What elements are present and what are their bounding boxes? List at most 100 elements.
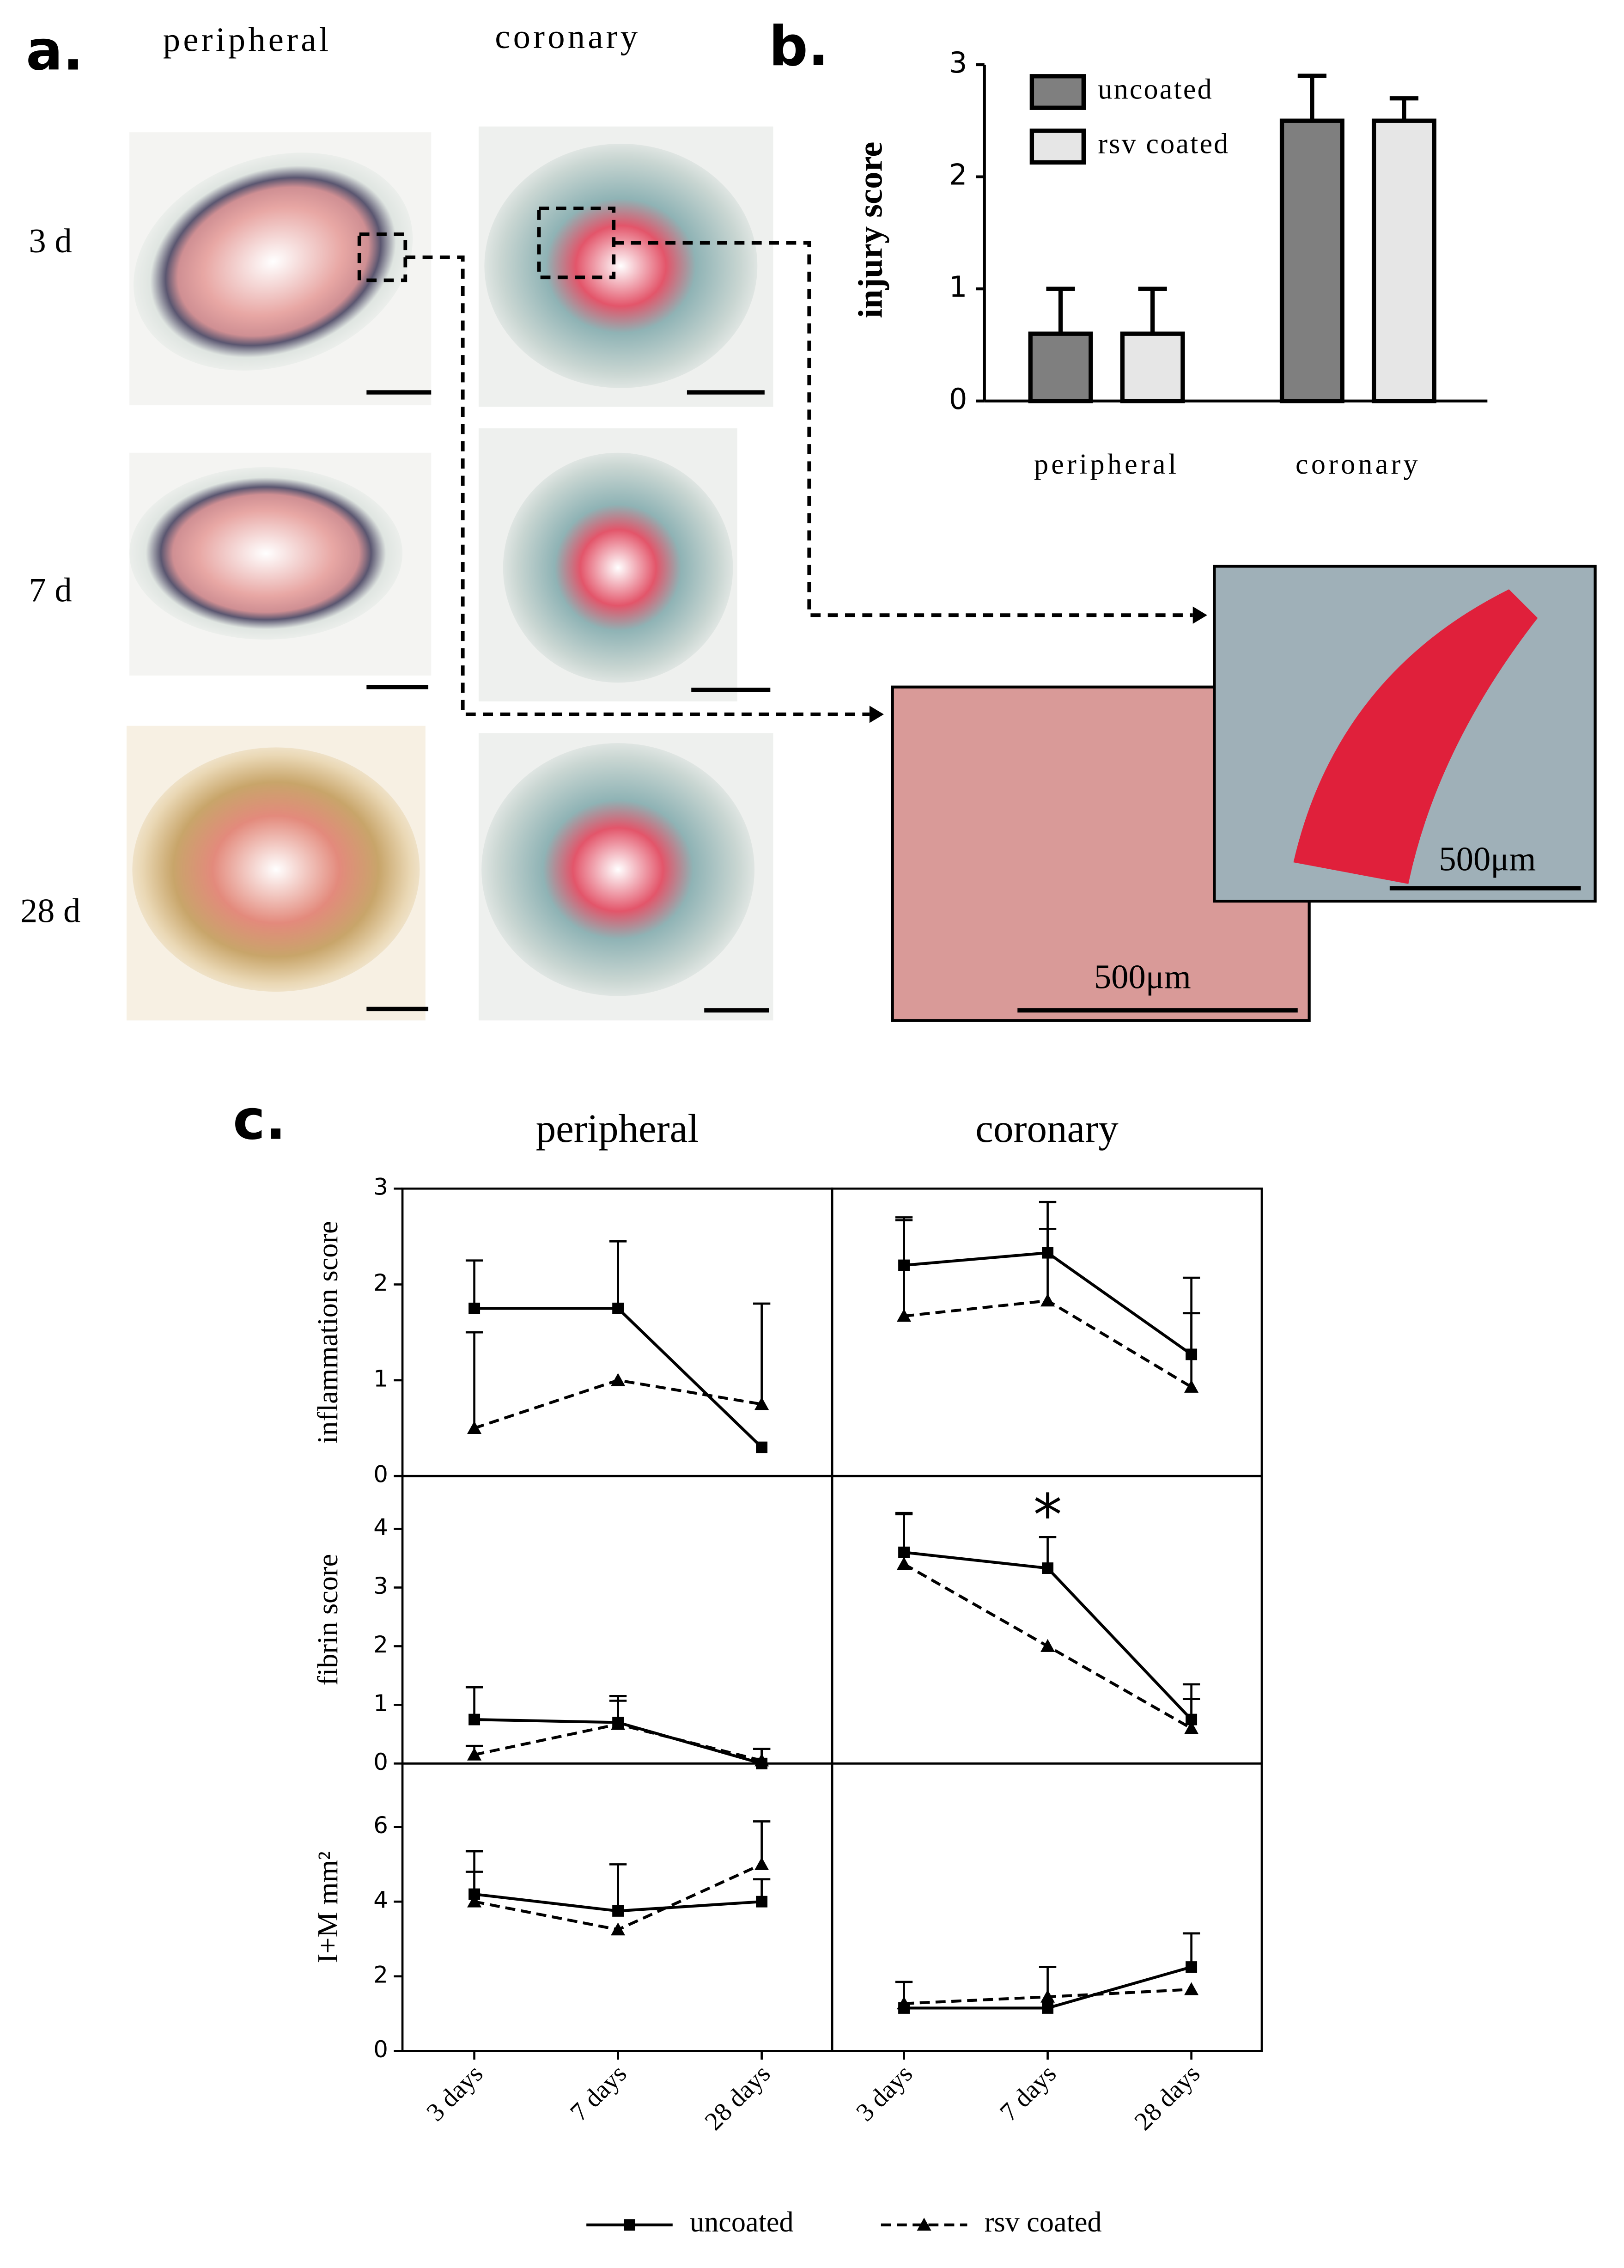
marker xyxy=(611,1922,626,1936)
x-tick-label: 3 days xyxy=(421,2059,488,2127)
row-label: 28 d xyxy=(20,891,81,930)
annotation: * xyxy=(1033,1482,1062,1549)
marker xyxy=(897,1557,912,1570)
y-tick-label: 1 xyxy=(949,270,967,304)
bar xyxy=(1279,118,1344,403)
x-tick-label: 7 days xyxy=(994,2059,1062,2127)
y-tick-label: 3 xyxy=(373,1174,388,1201)
y-axis-label: inflammation score xyxy=(312,1221,344,1444)
bar xyxy=(1371,118,1436,403)
image xyxy=(132,747,420,992)
scale-label: 500μm xyxy=(1094,957,1191,996)
series xyxy=(465,1700,771,1767)
marker xyxy=(756,1441,768,1453)
marker xyxy=(467,1747,482,1761)
row-label: 7 d xyxy=(29,571,72,610)
error-bar xyxy=(1182,1312,1200,1387)
marker xyxy=(611,1373,626,1386)
y-tick-label: 0 xyxy=(373,1749,388,1775)
x-tick-label: 7 days xyxy=(565,2059,632,2127)
marker xyxy=(467,1421,482,1434)
marker xyxy=(624,2219,635,2231)
marker xyxy=(612,1302,624,1314)
series xyxy=(465,1302,771,1434)
column-title: coronary xyxy=(495,18,640,56)
legend-label: uncoated xyxy=(690,2207,793,2238)
x-tick-label: 28 days xyxy=(1129,2059,1205,2136)
scale-bars xyxy=(366,390,771,1013)
zoom-image xyxy=(1293,589,1538,884)
image xyxy=(134,152,413,371)
marker xyxy=(1040,1293,1055,1307)
marker xyxy=(756,1896,768,1908)
series xyxy=(465,1850,771,1917)
marker xyxy=(1184,1721,1199,1734)
image xyxy=(129,467,403,640)
series xyxy=(895,1219,1200,1393)
marker xyxy=(1040,1989,1055,2003)
panel-frame xyxy=(831,1762,1263,2052)
panel-label: c. xyxy=(233,1088,286,1152)
y-tick-label: 3 xyxy=(949,46,967,79)
marker xyxy=(611,1717,626,1730)
marker xyxy=(1186,1961,1198,1973)
scale-label: 500μm xyxy=(1439,840,1536,878)
marker xyxy=(754,1397,769,1410)
x-tick-label: coronary xyxy=(1296,449,1421,480)
column-title: peripheral xyxy=(163,20,332,59)
error-bar xyxy=(895,1513,913,1564)
error-bar xyxy=(753,1302,771,1404)
y-axis-label: injury score xyxy=(851,142,889,318)
marker xyxy=(1184,1379,1199,1393)
series xyxy=(465,1240,768,1453)
error-bar xyxy=(1297,73,1326,121)
panel-label: a. xyxy=(26,18,84,82)
legend-label: rsv coated xyxy=(985,2207,1102,2238)
y-tick-label: 1 xyxy=(373,1365,388,1392)
histology-panel: a. peripheral coronary 3 d 7 d 28 d 500μ… xyxy=(20,14,1597,1152)
marker xyxy=(1040,1639,1055,1652)
error-bar xyxy=(1138,287,1167,334)
marker xyxy=(1184,1982,1199,1995)
line xyxy=(904,1551,1192,1721)
marker xyxy=(897,1996,912,2010)
y-tick-label: 2 xyxy=(373,1961,388,1988)
x-tick-label: 28 days xyxy=(699,2059,776,2136)
error-bar xyxy=(465,1331,483,1428)
legend-swatch xyxy=(1029,74,1086,110)
y-axis-label: I+M mm² xyxy=(312,1851,344,1963)
error-bar xyxy=(1046,287,1075,334)
marker xyxy=(754,1857,769,1870)
marker xyxy=(917,2218,931,2231)
panel-label: b. xyxy=(769,14,829,78)
error-bar xyxy=(1039,1227,1057,1301)
marker xyxy=(468,1302,481,1314)
column-title: coronary xyxy=(975,1106,1119,1151)
y-tick-label: 4 xyxy=(373,1887,388,1914)
row-label: 3 d xyxy=(29,222,72,260)
y-tick-label: 0 xyxy=(373,2036,388,2063)
error-bar xyxy=(1389,96,1419,121)
x-tick-label: peripheral xyxy=(1034,449,1179,480)
line xyxy=(904,1299,1192,1389)
legend-label: uncoated xyxy=(1098,73,1213,105)
column-title: peripheral xyxy=(536,1106,699,1151)
y-tick-label: 3 xyxy=(373,1573,388,1599)
error-bar xyxy=(609,1240,627,1309)
marker xyxy=(612,1905,624,1917)
y-axis-label: fibrin score xyxy=(312,1554,344,1686)
marker xyxy=(1042,1562,1054,1574)
marker xyxy=(467,1894,482,1908)
image xyxy=(481,743,755,996)
series xyxy=(895,1513,1200,1734)
error-bar xyxy=(465,1259,483,1309)
y-tick-label: 0 xyxy=(373,1461,388,1488)
marker xyxy=(1042,2002,1054,2014)
y-tick-label: 2 xyxy=(373,1269,388,1296)
bar xyxy=(1120,331,1185,403)
error-bar xyxy=(895,1219,913,1316)
bar xyxy=(1028,331,1093,403)
legend-label: rsv coated xyxy=(1098,128,1229,160)
error-bar xyxy=(609,1863,627,1911)
